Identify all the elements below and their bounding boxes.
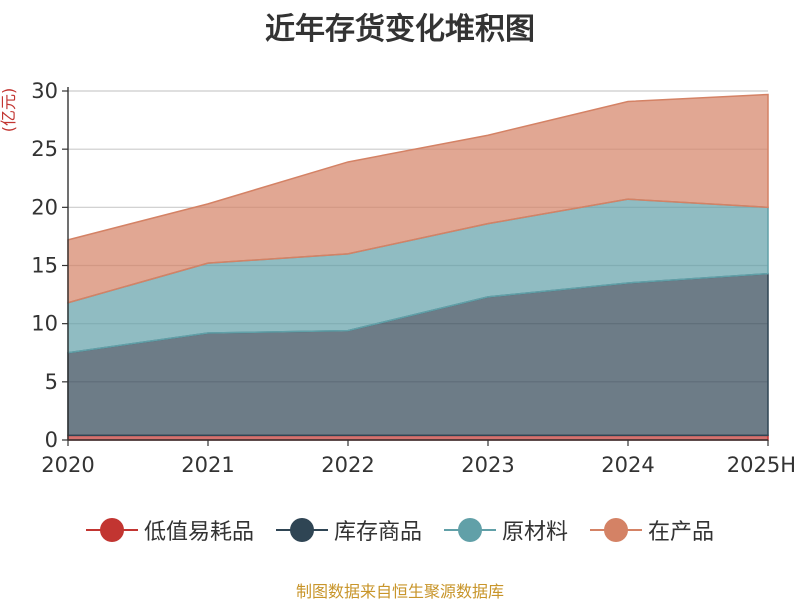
x-tick-label: 2024 (601, 453, 654, 477)
y-tick-label: 10 (31, 312, 58, 336)
source-note: 制图数据来自恒生聚源数据库 (295, 582, 504, 601)
legend-item[interactable]: 库存商品 (275, 514, 422, 546)
x-tick-label: 2022 (321, 453, 374, 477)
x-tick-label: 2020 (41, 453, 94, 477)
legend-item[interactable]: 在产品 (590, 514, 714, 546)
legend-label: 在产品 (648, 520, 715, 545)
y-tick-label: 25 (31, 137, 58, 161)
chart-title: 近年存货变化堆积图 (265, 12, 535, 47)
axes: 0 5 10 15 20 25 30 2020 2021 2022 2023 2024 2025H (31, 79, 796, 477)
series-areas (67, 93, 769, 441)
legend-label: 低值易耗品 (143, 520, 254, 545)
x-tick-label: 2025H (727, 453, 796, 477)
legend-label: 库存商品 (333, 520, 422, 545)
legend-swatch (85, 517, 138, 543)
y-tick-label: 20 (31, 195, 58, 219)
legend-label: 原材料 (502, 520, 569, 545)
legend-swatch (444, 517, 496, 543)
y-axis-label: (亿元) (0, 88, 18, 133)
legend-item[interactable]: 低值易耗品 (85, 514, 254, 546)
y-tick-label: 30 (31, 79, 58, 103)
x-tick-label: 2023 (461, 453, 514, 477)
y-tick-label: 15 (31, 254, 58, 278)
area-在产品 (67, 93, 769, 304)
legend-item[interactable]: 原材料 (444, 514, 568, 546)
y-tick-label: 5 (45, 370, 58, 394)
x-tick-label: 2021 (181, 453, 234, 477)
legend-swatch (275, 517, 328, 543)
legend: 低值易耗品 库存商品 原材料 在产品 (0, 514, 800, 546)
legend-swatch (590, 517, 643, 543)
y-tick-label: 0 (45, 428, 58, 452)
